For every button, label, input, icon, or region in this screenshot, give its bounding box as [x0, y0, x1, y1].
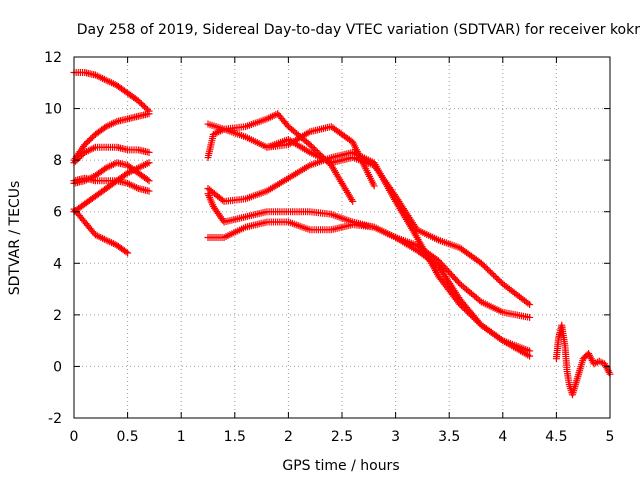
x-tick-label: 1.5 [224, 429, 246, 445]
plus-marker [454, 278, 462, 286]
plus-marker [144, 176, 152, 184]
plus-marker [124, 249, 132, 257]
plus-marker [145, 148, 153, 156]
plus-marker [479, 261, 487, 269]
plus-marker [306, 141, 314, 149]
plus-marker [137, 100, 145, 108]
x-tick-label: 1 [177, 429, 186, 445]
plus-marker [477, 259, 485, 267]
x-tick-label: 5 [606, 429, 615, 445]
plus-marker [605, 368, 613, 376]
plus-marker [485, 267, 493, 275]
plus-marker [219, 216, 227, 224]
plot-area [70, 68, 614, 399]
series-arc-11 [204, 190, 534, 355]
plus-marker [82, 139, 90, 147]
plus-marker [526, 313, 534, 321]
plus-marker [597, 358, 605, 366]
x-tick-label: 2 [284, 429, 293, 445]
series-arc-6 [70, 159, 153, 216]
series-arc-14 [552, 321, 614, 399]
plus-marker [491, 273, 499, 281]
x-tick-label: 0 [70, 429, 79, 445]
plus-marker [87, 135, 95, 143]
plus-marker [85, 136, 93, 144]
plus-marker [487, 268, 495, 276]
y-tick-label: 4 [53, 256, 62, 272]
plus-marker [78, 151, 86, 159]
y-axis-title: SDTVAR / TECUs [7, 181, 23, 296]
plus-marker [482, 264, 490, 272]
x-tick-label: 3 [391, 429, 400, 445]
series-arc-13 [263, 136, 534, 309]
plus-marker [526, 347, 534, 355]
x-tick-label: 4 [498, 429, 507, 445]
plus-marker [134, 97, 142, 105]
plus-marker [283, 121, 291, 129]
y-tick-label: 12 [44, 50, 62, 66]
series-arc-7 [70, 205, 132, 257]
series-arc-1 [70, 68, 153, 115]
plus-marker [483, 265, 491, 273]
x-tick-label: 0.5 [116, 429, 138, 445]
plus-marker [310, 145, 318, 153]
y-tick-label: 8 [53, 153, 62, 169]
y-tick-label: 0 [53, 359, 62, 375]
axes: 0 0.5 1 1.5 2 2.5 3 3.5 4 4.5 5 -2 0 2 4 6 8 10 12 [44, 50, 614, 445]
plus-marker [309, 144, 317, 152]
plus-marker [84, 138, 92, 146]
plus-marker [476, 297, 484, 305]
plus-marker [370, 182, 378, 190]
plus-marker [145, 187, 153, 195]
plus-marker [349, 197, 357, 205]
grid [74, 57, 610, 418]
plus-marker [496, 277, 504, 285]
plus-marker [145, 177, 153, 185]
x-tick-label: 3.5 [438, 429, 460, 445]
plus-marker [490, 271, 498, 279]
y-tick-label: 6 [53, 205, 62, 221]
series-arc-12 [204, 218, 534, 321]
plus-marker [307, 142, 315, 150]
plus-marker [524, 299, 532, 307]
plus-marker [76, 153, 84, 161]
x-tick-label: 4.5 [545, 429, 567, 445]
plus-marker [145, 159, 153, 167]
plus-marker [140, 103, 148, 111]
plus-marker [139, 101, 147, 109]
plus-marker [497, 335, 505, 343]
plus-marker [88, 133, 96, 141]
plus-marker [488, 270, 496, 278]
chart-title: Day 258 of 2019, Sidereal Day-to-day VTE… [77, 22, 640, 38]
plus-marker [494, 275, 502, 283]
plus-marker [142, 104, 150, 112]
y-tick-label: 2 [53, 308, 62, 324]
plus-marker [136, 98, 144, 106]
x-axis-title: GPS time / hours [282, 458, 399, 474]
plus-marker [81, 141, 89, 149]
plus-marker [480, 262, 488, 270]
plus-marker [145, 110, 153, 118]
plus-marker [493, 274, 501, 282]
x-tick-label: 2.5 [331, 429, 353, 445]
y-tick-label: 10 [44, 102, 62, 118]
y-tick-label: -2 [48, 411, 62, 427]
series-arc-2 [70, 110, 153, 164]
plus-marker [218, 196, 226, 204]
plus-marker [526, 301, 534, 309]
plus-marker [122, 248, 130, 256]
plus-marker [72, 157, 80, 165]
